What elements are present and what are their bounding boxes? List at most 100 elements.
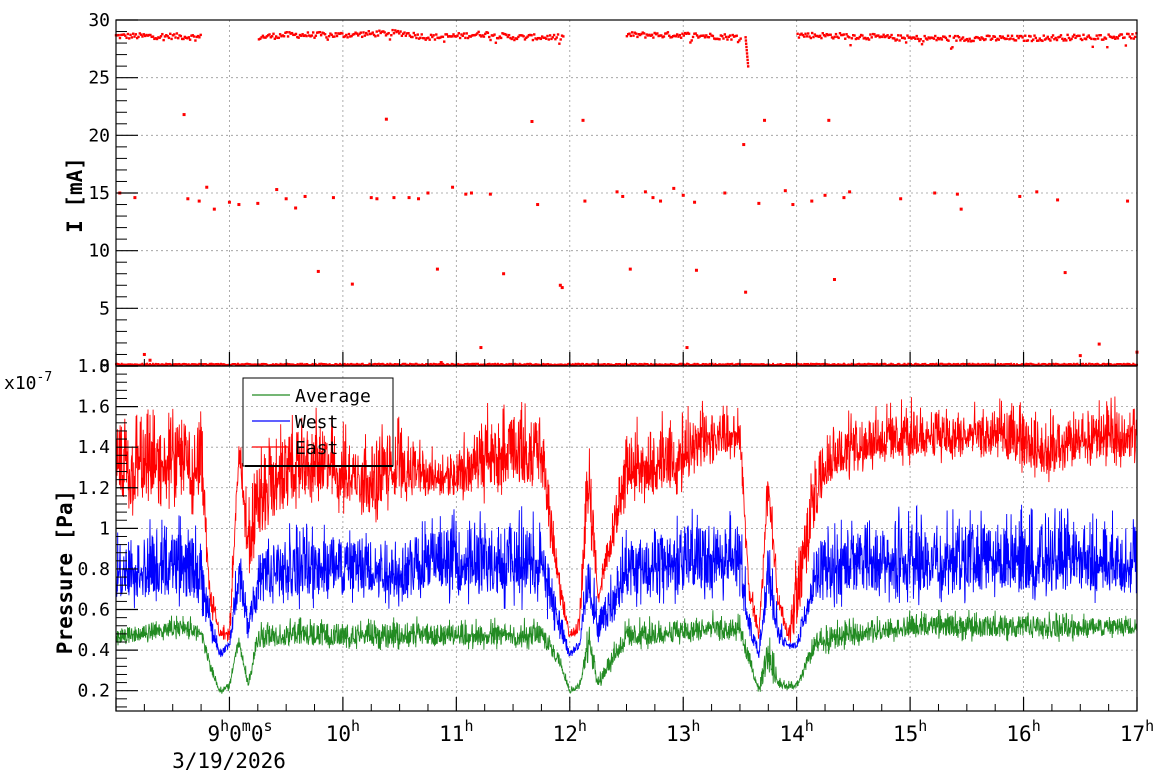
current-band-point: [558, 42, 561, 45]
current-band-point: [922, 40, 925, 43]
current-band-point: [519, 34, 523, 37]
current-zero-point: [209, 364, 212, 367]
current-band-point: [408, 34, 412, 37]
current-band-point: [896, 34, 900, 37]
current-band-point: [510, 37, 513, 41]
current-band-point: [345, 33, 348, 37]
current-zero-point: [434, 364, 437, 367]
current-outlier-point: [256, 201, 260, 205]
current-band-point: [153, 37, 156, 41]
current-outlier-point: [426, 191, 430, 195]
current-band-point: [1016, 34, 1019, 38]
current-outlier-point: [536, 203, 540, 207]
current-band-point: [1076, 34, 1080, 37]
current-band-point: [1049, 39, 1052, 42]
current-band-point: [457, 32, 460, 35]
current-band-point: [1020, 34, 1023, 38]
current-zero-point: [951, 364, 954, 367]
current-band-point: [665, 32, 668, 35]
current-band-point: [128, 37, 131, 40]
current-zero-point: [318, 362, 321, 365]
current-band-point: [404, 34, 408, 37]
current-band-point: [1083, 37, 1087, 40]
current-band-point: [1001, 35, 1004, 38]
current-band-point: [161, 32, 164, 36]
current-zero-point: [369, 363, 372, 366]
current-band-point: [885, 35, 888, 38]
pressure-y-axis: 0.2 0.4 0.6 0.8 1 1.2 1.4 1.6 1.8: [77, 356, 138, 708]
current-zero-point: [649, 364, 652, 367]
current-band-point: [465, 32, 468, 35]
current-band-point: [646, 34, 650, 37]
current-zero-point: [305, 364, 308, 367]
current-band-point: [1002, 36, 1006, 40]
pressure-series-east: [115, 396, 1138, 643]
current-band-point: [392, 32, 396, 35]
current-zero-point: [634, 363, 637, 366]
current-zero-point: [1082, 362, 1085, 365]
current-band-point: [372, 33, 376, 37]
current-band-point: [1096, 37, 1100, 40]
current-band-point: [477, 30, 480, 34]
current-zero-point: [757, 363, 760, 366]
current-outlier-point: [142, 352, 146, 356]
current-band-point: [989, 38, 993, 41]
current-band-point: [432, 34, 435, 37]
current-band-point: [310, 34, 314, 37]
current-band-point: [993, 35, 997, 39]
current-band-point: [526, 35, 529, 38]
current-zero-point: [605, 364, 608, 367]
current-zero-point: [155, 363, 158, 366]
current-zero-point: [818, 362, 821, 365]
current-band-point: [836, 35, 839, 39]
current-band-point: [875, 34, 879, 37]
current-band-point: [648, 33, 651, 37]
current-zero-point: [148, 364, 151, 367]
current-band-point: [296, 35, 299, 39]
current-outlier-point: [1063, 271, 1067, 275]
current-zero-point: [350, 362, 353, 365]
current-band-point: [935, 38, 938, 42]
current-band-point: [1102, 38, 1105, 41]
current-band-point: [932, 37, 936, 40]
current-band-point: [673, 34, 676, 37]
current-zero-point: [680, 363, 683, 366]
current-band-point: [803, 35, 806, 38]
current-band-point: [269, 36, 273, 39]
current-zero-point: [156, 364, 159, 367]
current-band-point: [801, 33, 805, 37]
current-band-point: [278, 33, 282, 36]
current-band-point: [505, 33, 508, 37]
current-band-point: [1061, 37, 1064, 40]
current-zero-point: [508, 362, 511, 365]
current-band-point: [412, 31, 415, 35]
current-zero-point: [999, 362, 1002, 365]
current-zero-point: [884, 363, 887, 366]
current-band-point: [476, 32, 479, 35]
current-band-point: [1091, 45, 1094, 49]
current-band-point: [489, 38, 492, 42]
current-band-point: [184, 36, 188, 39]
current-band-point: [285, 31, 288, 34]
current-band-point: [805, 35, 809, 38]
current-band-point: [158, 36, 161, 39]
current-band-point: [934, 34, 937, 38]
current-band-point: [649, 34, 652, 37]
current-band-point: [538, 36, 541, 40]
current-band-point: [539, 37, 543, 41]
current-band-point: [670, 35, 674, 39]
time-label: 15h: [893, 717, 927, 746]
current-outlier-point: [628, 267, 632, 271]
current-x-ticks: [115, 352, 1138, 366]
current-band-point: [1116, 37, 1120, 40]
current-band-point: [732, 35, 736, 38]
current-band-point: [199, 33, 202, 37]
current-zero-point: [1027, 362, 1030, 365]
current-band-point: [186, 37, 189, 40]
current-band-point: [458, 36, 462, 40]
current-band-point: [699, 34, 703, 38]
current-band-point: [523, 38, 527, 41]
current-band-point: [177, 36, 180, 40]
current-zero-point: [785, 362, 788, 365]
current-band-point: [808, 35, 811, 38]
